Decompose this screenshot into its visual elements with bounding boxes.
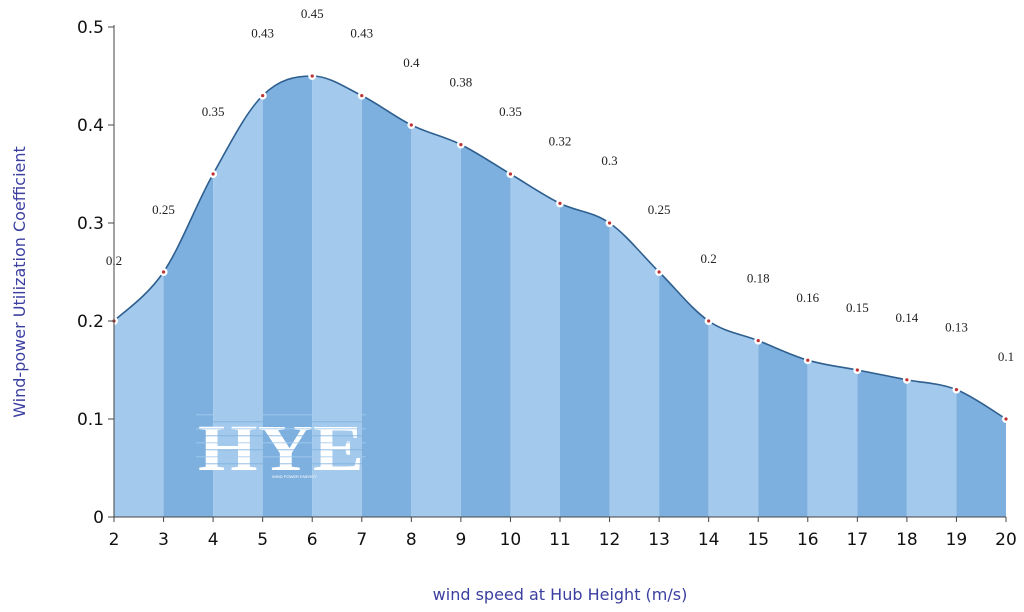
area-band	[857, 76, 907, 517]
logo-stripe	[196, 421, 366, 423]
x-tick-label: 20	[995, 530, 1017, 550]
data-label: 0.13	[945, 320, 968, 335]
data-label: 0.35	[499, 104, 522, 119]
area-band	[312, 76, 362, 517]
x-tick-label: 2	[109, 530, 120, 550]
data-point-center	[409, 123, 413, 127]
area-band	[262, 76, 313, 517]
data-point-center	[905, 378, 909, 382]
data-point-center	[756, 339, 760, 343]
data-point-center	[855, 368, 859, 372]
data-label: 0.18	[747, 271, 770, 286]
x-tick-label: 5	[257, 530, 268, 550]
y-tick-label: 0.2	[77, 312, 104, 332]
data-label: 0.3	[601, 153, 617, 168]
data-label-group: 0.2 0.25 0.35 0.43 0.45 0.43 0.4 0.38 0.35 0.32 0.…	[106, 6, 1014, 364]
data-point-center	[161, 270, 166, 274]
data-label: 0.43	[350, 26, 373, 41]
data-point-center	[310, 74, 314, 78]
x-tick-label: 11	[549, 530, 571, 550]
data-point-center	[707, 319, 711, 323]
axes: 0 0.1 0.2 0.3 0.4 0.5 2 3 4 5 6 7 8 9 10 11 12 13 14 15 16 1…	[77, 18, 1017, 550]
x-tick-label: 16	[797, 530, 819, 550]
data-point-center	[459, 143, 463, 147]
logo-stripe	[196, 463, 366, 465]
y-tick-label: 0.4	[77, 116, 104, 136]
data-label: 0.4	[403, 55, 420, 70]
y-tick-label: 0	[93, 508, 104, 528]
x-tick-group: 2 3 4 5 6 7 8 9 10 11 12 13 14 15 16 17 18 19 20	[109, 517, 1017, 550]
data-point-center	[657, 270, 661, 274]
data-label: 0.25	[152, 202, 175, 217]
y-tick-label: 0.3	[77, 214, 104, 234]
hye-logo: HYE WIND POWER ENERGY	[196, 412, 366, 485]
data-point-center	[1004, 417, 1008, 421]
y-axis-title: Wind-power Utilization Coefficient	[10, 146, 29, 418]
x-tick-label: 3	[158, 530, 169, 550]
x-tick-label: 12	[599, 530, 621, 550]
data-point-group	[110, 72, 1010, 423]
x-tick-label: 8	[406, 530, 417, 550]
data-label: 0.14	[896, 310, 919, 325]
logo-stripe	[196, 428, 366, 430]
data-point-center	[360, 94, 364, 98]
area-band	[906, 76, 957, 517]
y-tick-group: 0 0.1 0.2 0.3 0.4 0.5	[77, 18, 114, 528]
x-axis-title: wind speed at Hub Height (m/s)	[433, 585, 688, 604]
data-label: 0.43	[251, 26, 274, 41]
data-label: 0.35	[202, 104, 225, 119]
area-band	[411, 76, 461, 517]
x-tick-label: 18	[896, 530, 918, 550]
data-label: 0.15	[846, 300, 869, 315]
area-band	[758, 76, 808, 517]
area-band	[609, 76, 660, 517]
logo-text: HYE	[198, 412, 364, 485]
x-tick-label: 4	[208, 530, 219, 550]
data-point-center	[954, 388, 959, 392]
data-point-center	[508, 172, 513, 176]
x-tick-label: 13	[648, 530, 670, 550]
data-label: 0.2	[701, 251, 717, 266]
x-tick-label: 19	[946, 530, 968, 550]
x-tick-label: 15	[747, 530, 769, 550]
x-tick-label: 14	[698, 530, 720, 550]
x-tick-label: 9	[455, 530, 466, 550]
data-point-center	[806, 358, 810, 362]
logo-stripe	[196, 435, 366, 437]
data-point-center	[558, 201, 562, 205]
logo-stripe	[196, 414, 366, 416]
data-point-center	[607, 221, 612, 225]
data-label: 0.38	[450, 75, 473, 90]
area-band	[956, 76, 1006, 517]
y-tick-label: 0.1	[77, 410, 104, 430]
x-tick-label: 7	[356, 530, 367, 550]
x-tick-label: 10	[500, 530, 522, 550]
logo-stripe	[196, 456, 366, 458]
data-label: 0.32	[549, 133, 572, 148]
data-point-center	[211, 172, 215, 176]
area-band	[361, 76, 412, 517]
data-label: 0.1	[998, 349, 1014, 364]
area-band	[560, 76, 610, 517]
data-label: 0.25	[648, 202, 671, 217]
data-label: 0.16	[796, 290, 819, 305]
y-tick-label: 0.5	[77, 18, 104, 38]
logo-stripe	[196, 442, 366, 444]
x-tick-label: 17	[847, 530, 869, 550]
data-point-center	[261, 94, 265, 98]
x-tick-label: 6	[307, 530, 318, 550]
logo-stripes	[196, 414, 366, 465]
logo-subtext: WIND POWER ENERGY	[272, 474, 317, 479]
data-label: 0.45	[301, 6, 324, 21]
area-band	[510, 76, 560, 517]
area-band	[807, 76, 858, 517]
logo-stripe	[196, 449, 366, 451]
